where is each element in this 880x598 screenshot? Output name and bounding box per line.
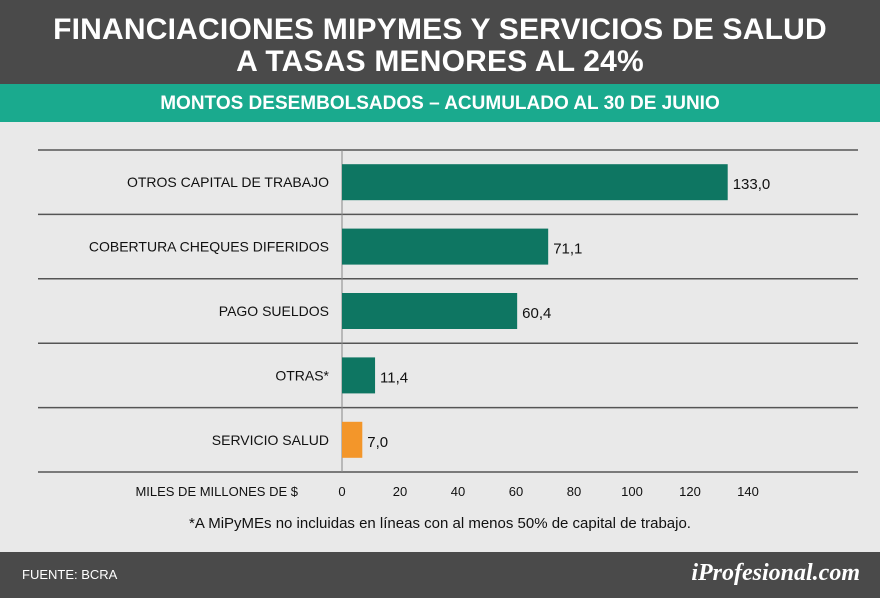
category-label: OTRAS* xyxy=(275,367,329,383)
title-line-2: A TASAS MENORES AL 24% xyxy=(236,45,644,78)
category-label: SERVICIO SALUD xyxy=(212,432,329,448)
bar-chart: OTROS CAPITAL DE TRABAJO 133,0 COBERTURA C… xyxy=(38,149,858,499)
category-label: COBERTURA CHEQUES DIFERIDOS xyxy=(89,239,329,255)
source-text: FUENTE: BCRA xyxy=(22,567,118,582)
bar xyxy=(342,228,549,265)
category-label: OTROS CAPITAL DE TRABAJO xyxy=(127,174,329,190)
data-label: 71,1 xyxy=(553,241,582,258)
category-label: PAGO SUELDOS xyxy=(219,303,329,319)
data-label: 60,4 xyxy=(522,305,551,322)
x-tick-label: 40 xyxy=(451,484,465,499)
x-tick-label: 120 xyxy=(679,484,701,499)
bar xyxy=(342,421,363,458)
data-label: 11,4 xyxy=(380,369,408,386)
chart-subtitle: MONTOS DESEMBOLSADOS – ACUMULADO AL 30 D… xyxy=(160,93,720,114)
bar xyxy=(342,164,728,201)
footer-bar: FUENTE: BCRA iProfesional.com xyxy=(0,552,880,598)
x-tick-label: 20 xyxy=(393,484,407,499)
brand-logo: iProfesional.com xyxy=(691,560,860,586)
bar xyxy=(342,293,518,329)
footnote: *A MiPyMEs no incluidas en líneas con al… xyxy=(189,515,691,532)
x-tick-label: 140 xyxy=(737,484,759,499)
data-label: 7,0 xyxy=(367,434,388,451)
data-label: 133,0 xyxy=(733,176,771,193)
header-bar: FINANCIACIONES MIPYMES Y SERVICIOS DE SA… xyxy=(0,0,880,84)
bar xyxy=(342,357,376,394)
x-tick-label: 0 xyxy=(338,484,345,499)
x-tick-label: 100 xyxy=(621,484,643,499)
title-line-1: FINANCIACIONES MIPYMES Y SERVICIOS DE SA… xyxy=(53,13,827,46)
subheader-bar: MONTOS DESEMBOLSADOS – ACUMULADO AL 30 D… xyxy=(0,84,880,122)
x-tick-label: 60 xyxy=(509,484,523,499)
x-axis-title: MILES DE MILLONES DE $ xyxy=(135,484,298,499)
x-tick-label: 80 xyxy=(567,484,581,499)
